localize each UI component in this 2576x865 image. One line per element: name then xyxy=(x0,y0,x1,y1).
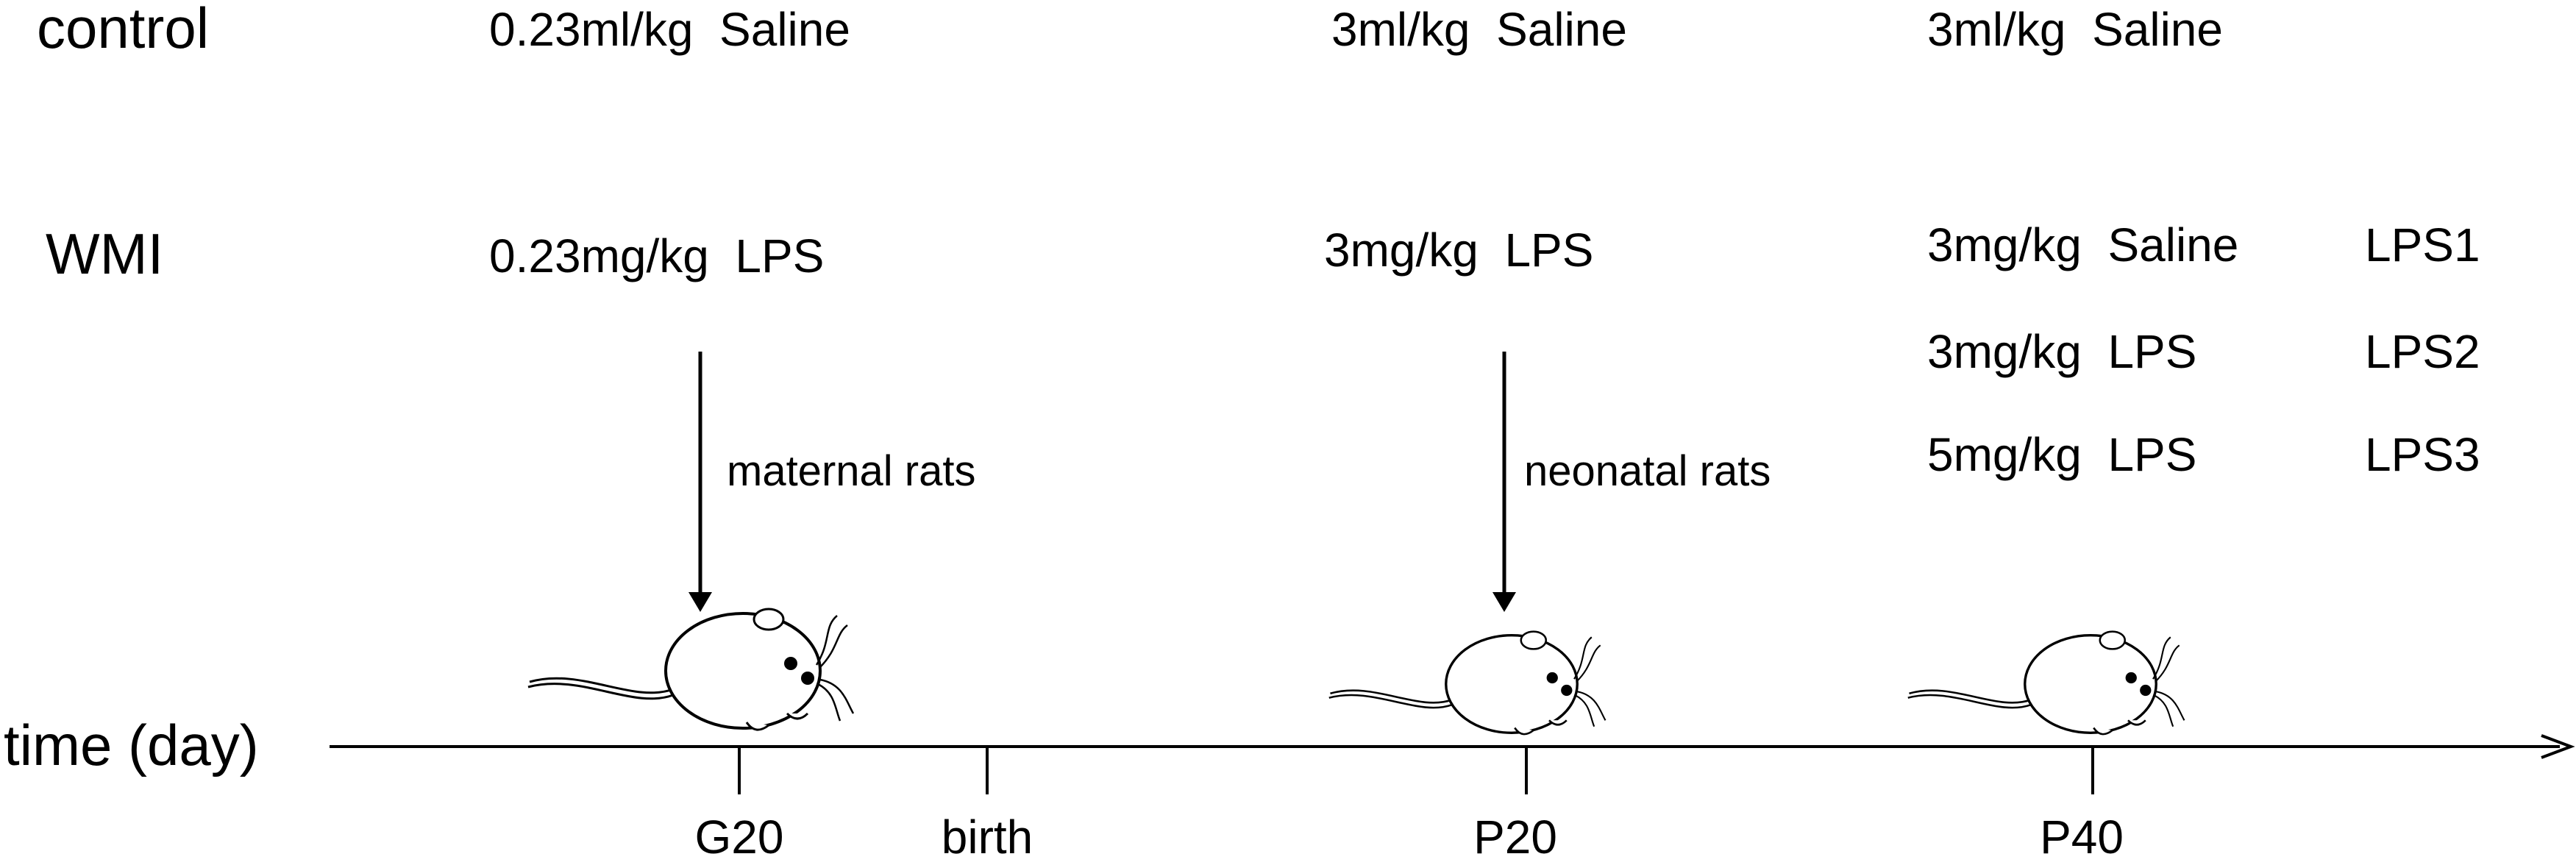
tick-label-g20: G20 xyxy=(695,811,784,864)
wmi-p40-group-1: LPS1 xyxy=(2365,218,2480,271)
axis-label: time (day) xyxy=(4,713,259,777)
wmi-dose-g20: 0.23mg/kg LPS xyxy=(489,229,824,282)
tick-label-birth: birth xyxy=(942,811,1033,864)
tick-label-p20: P20 xyxy=(1473,811,1557,864)
row-label-control: control xyxy=(37,0,209,60)
wmi-p40-dose-3: 5mg/kg LPS xyxy=(1927,428,2196,481)
row-label-wmi: WMI xyxy=(46,221,163,286)
control-dose-p40: 3ml/kg Saline xyxy=(1927,3,2223,56)
arrow-label-maternal: maternal rats xyxy=(727,447,975,495)
wmi-p40-group-3: LPS3 xyxy=(2365,428,2480,481)
rat-icon xyxy=(1328,630,1607,736)
wmi-p40-dose-1: 3mg/kg Saline xyxy=(1927,218,2238,271)
control-dose-g20: 0.23ml/kg Saline xyxy=(489,3,850,56)
timeline-arrowhead xyxy=(2541,734,2575,759)
wmi-p40-dose-2: 3mg/kg LPS xyxy=(1927,325,2196,378)
rat-icon xyxy=(1907,630,2186,736)
rat-icon xyxy=(527,608,855,732)
arrow-head-neonatal xyxy=(1492,592,1516,612)
control-dose-p20: 3ml/kg Saline xyxy=(1331,3,1627,56)
arrow-head-maternal xyxy=(689,592,712,612)
tick-label-p40: P40 xyxy=(2040,811,2124,864)
arrow-label-neonatal: neonatal rats xyxy=(1524,447,1771,495)
wmi-dose-p20: 3mg/kg LPS xyxy=(1324,224,1593,277)
wmi-p40-group-2: LPS2 xyxy=(2365,325,2480,378)
